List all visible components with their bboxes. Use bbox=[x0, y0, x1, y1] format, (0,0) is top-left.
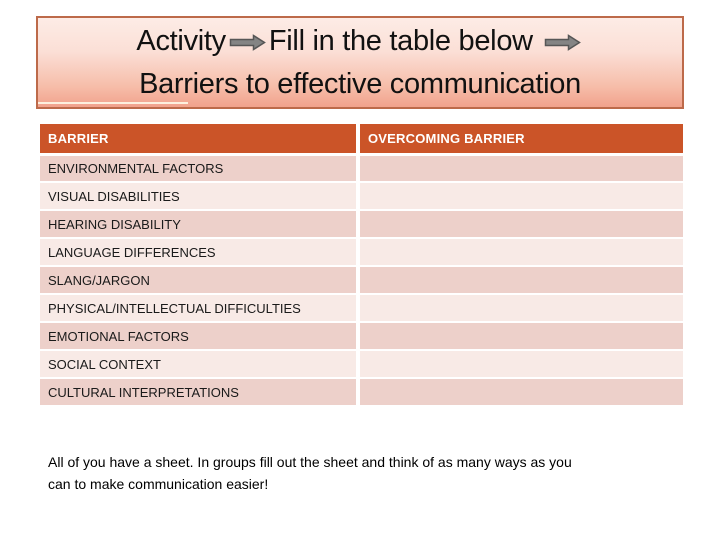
overcoming-cell-empty bbox=[358, 322, 683, 351]
footer-instruction-text: All of you have a sheet. In groups fill … bbox=[48, 451, 688, 495]
title-segment-instruction: Fill in the table below bbox=[268, 25, 533, 57]
right-arrow-icon bbox=[229, 21, 266, 63]
barrier-cell: SOCIAL CONTEXT bbox=[40, 350, 360, 379]
slide-title-line-1: Activity Fill in the table below bbox=[136, 20, 583, 63]
overcoming-cell-empty bbox=[358, 378, 683, 407]
barrier-cell: LANGUAGE DIFFERENCES bbox=[40, 238, 360, 267]
slide-title-box: Activity Fill in the table below Barriers… bbox=[36, 16, 684, 109]
table-row: SLANG/JARGON bbox=[40, 266, 683, 295]
table-row: LANGUAGE DIFFERENCES bbox=[40, 238, 683, 267]
table-row: CULTURAL INTERPRETATIONS bbox=[40, 378, 683, 407]
barrier-cell: SLANG/JARGON bbox=[40, 266, 360, 295]
title-segment-activity: Activity bbox=[136, 25, 226, 57]
table-header-row: BARRIER OVERCOMING BARRIER bbox=[40, 124, 683, 156]
column-header-barrier: BARRIER bbox=[40, 124, 360, 156]
overcoming-cell-empty bbox=[358, 154, 683, 183]
table-row: SOCIAL CONTEXT bbox=[40, 350, 683, 379]
table-row: VISUAL DISABILITIES bbox=[40, 182, 683, 211]
slide-title-line-2: Barriers to effective communication bbox=[139, 68, 581, 100]
barrier-cell: EMOTIONAL FACTORS bbox=[40, 322, 360, 351]
footer-line-2: can to make communication easier! bbox=[48, 476, 269, 492]
overcoming-cell-empty bbox=[358, 238, 683, 267]
barrier-cell: CULTURAL INTERPRETATIONS bbox=[40, 378, 360, 407]
table-row: HEARING DISABILITY bbox=[40, 210, 683, 239]
barrier-cell: ENVIRONMENTAL FACTORS bbox=[40, 154, 360, 183]
table-row: ENVIRONMENTAL FACTORS bbox=[40, 154, 683, 183]
barrier-cell: HEARING DISABILITY bbox=[40, 210, 360, 239]
barriers-table: BARRIER OVERCOMING BARRIER ENVIRONMENTAL… bbox=[40, 124, 683, 407]
title-underline-decoration bbox=[38, 102, 188, 104]
barrier-cell: PHYSICAL/INTELLECTUAL DIFFICULTIES bbox=[40, 294, 360, 323]
barrier-cell: VISUAL DISABILITIES bbox=[40, 182, 360, 211]
right-arrow-icon bbox=[544, 21, 581, 63]
overcoming-cell-empty bbox=[358, 350, 683, 379]
column-header-overcoming-barrier: OVERCOMING BARRIER bbox=[358, 124, 683, 156]
table-row: EMOTIONAL FACTORS bbox=[40, 322, 683, 351]
overcoming-cell-empty bbox=[358, 210, 683, 239]
overcoming-cell-empty bbox=[358, 266, 683, 295]
footer-line-1: All of you have a sheet. In groups fill … bbox=[48, 454, 572, 470]
overcoming-cell-empty bbox=[358, 294, 683, 323]
table-row: PHYSICAL/INTELLECTUAL DIFFICULTIES bbox=[40, 294, 683, 323]
overcoming-cell-empty bbox=[358, 182, 683, 211]
